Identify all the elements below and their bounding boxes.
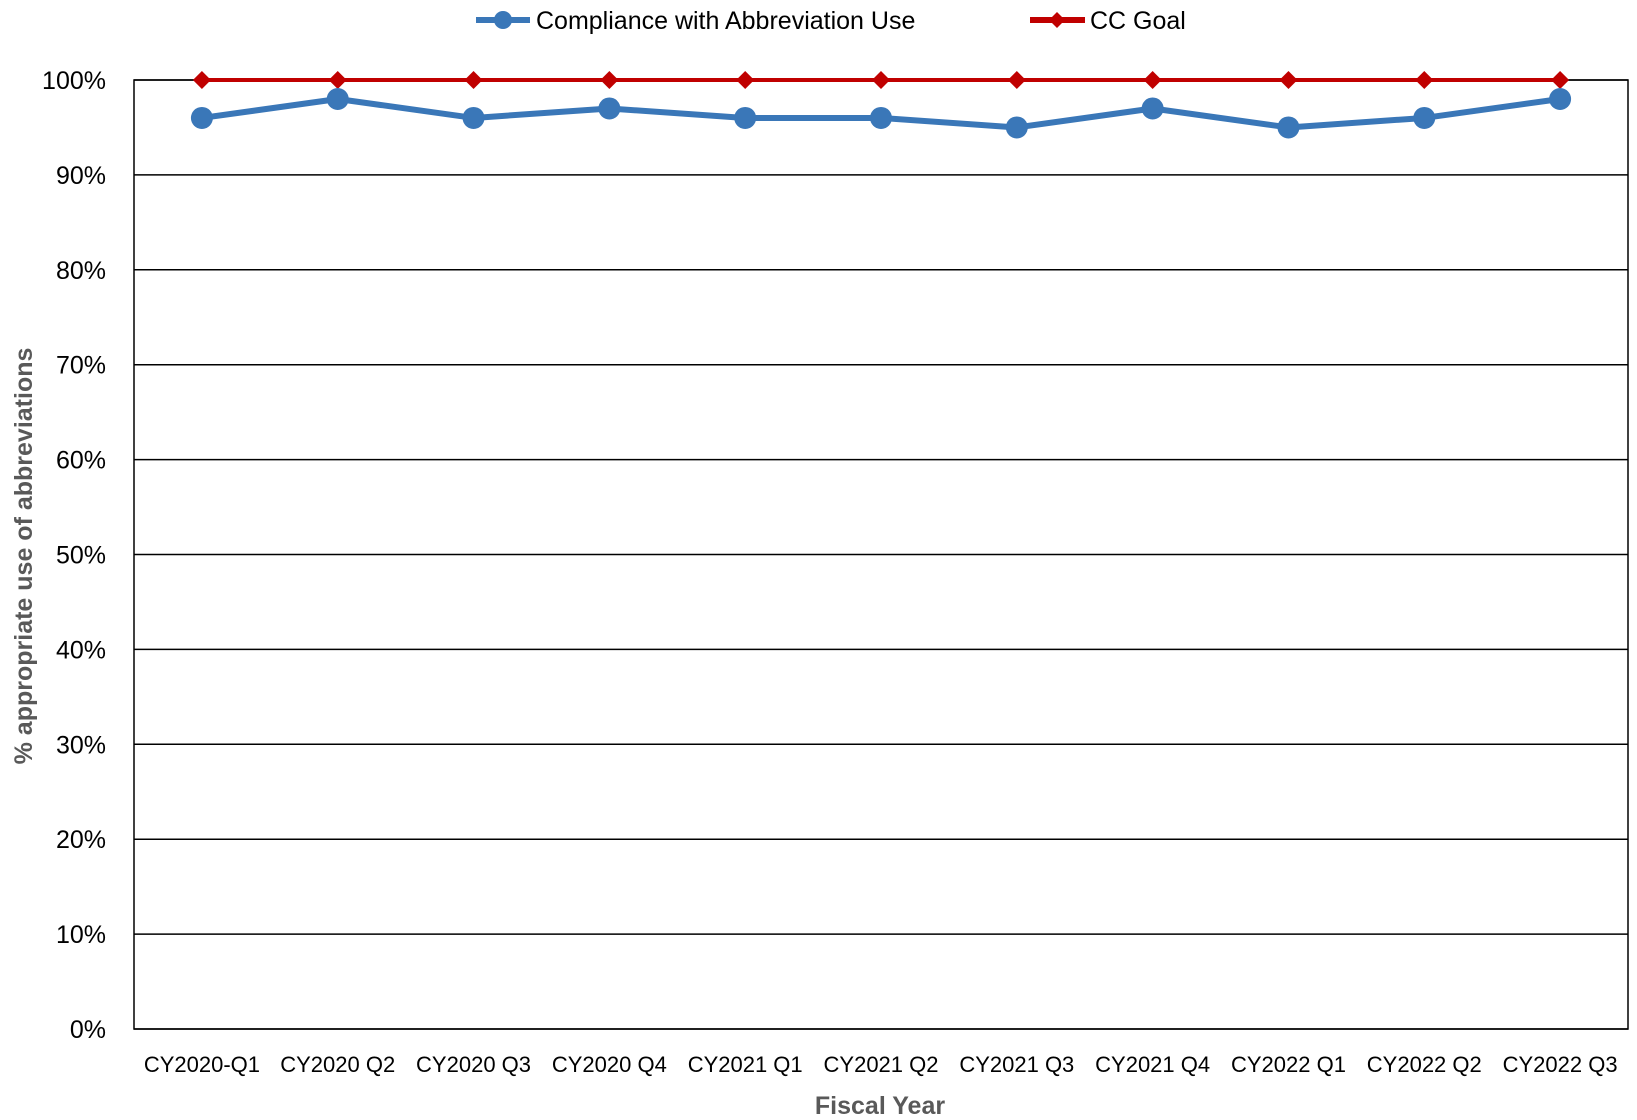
data-point	[1415, 71, 1434, 89]
data-point	[1277, 116, 1300, 139]
data-point	[1143, 71, 1162, 89]
y-tick-label: 30%	[56, 731, 106, 759]
y-tick-label: 10%	[56, 921, 106, 949]
legend-item-compliance: Compliance with Abbreviation Use	[476, 7, 915, 35]
x-tick-label: CY2020 Q3	[416, 1052, 531, 1077]
data-point	[736, 71, 755, 89]
x-axis-title: Fiscal Year	[815, 1092, 945, 1120]
data-point	[464, 71, 483, 89]
data-point	[328, 71, 347, 89]
legend-marker-compliance	[494, 11, 512, 29]
y-tick-label: 100%	[42, 67, 106, 95]
x-tick-label: CY2021 Q1	[688, 1052, 803, 1077]
data-point	[872, 71, 890, 89]
gridlines	[134, 79, 1628, 1030]
y-axis-title: % appropriate use of abbreviations	[10, 348, 38, 765]
y-tick-label: 20%	[56, 826, 106, 854]
legend-label-compliance: Compliance with Abbreviation Use	[536, 7, 915, 35]
data-point	[190, 106, 213, 129]
x-tick-label: CY2020 Q4	[552, 1052, 667, 1077]
y-tick-label: 40%	[56, 636, 106, 664]
y-tick-label: 80%	[56, 257, 106, 285]
x-tick-label: CY2020 Q2	[280, 1052, 395, 1077]
legend-marker-goal	[1049, 12, 1065, 28]
legend-item-goal: CC Goal	[1030, 7, 1186, 35]
data-point	[600, 71, 619, 89]
data-point	[1551, 71, 1570, 89]
y-tick-label: 0%	[70, 1016, 106, 1044]
data-point	[1007, 71, 1026, 89]
data-point	[1549, 87, 1572, 110]
x-tick-label: CY2022 Q3	[1503, 1052, 1618, 1077]
y-tick-label: 50%	[56, 542, 106, 570]
series-goal	[192, 71, 1570, 89]
data-point	[1005, 116, 1028, 139]
data-point	[1279, 71, 1298, 89]
legend: Compliance with Abbreviation Use CC Goal	[476, 7, 1186, 35]
x-tick-label: CY2021 Q3	[959, 1052, 1074, 1077]
x-tick-label: CY2021 Q2	[824, 1052, 939, 1077]
data-point	[1413, 106, 1436, 129]
data-point	[598, 97, 621, 120]
data-point	[734, 106, 757, 129]
legend-label-goal: CC Goal	[1090, 7, 1186, 35]
data-point	[870, 106, 892, 129]
y-tick-label: 70%	[56, 352, 106, 380]
x-tick-label: CY2022 Q2	[1367, 1052, 1482, 1077]
y-tick-label: 90%	[56, 162, 106, 190]
series-group	[190, 71, 1572, 139]
data-point	[462, 106, 485, 129]
x-tick-label: CY2021 Q4	[1095, 1052, 1210, 1077]
data-point	[1141, 97, 1164, 120]
series-compliance	[190, 87, 1572, 139]
data-point	[192, 71, 211, 89]
y-tick-label: 60%	[56, 447, 106, 475]
x-axis-ticks: CY2020-Q1 CY2020 Q2 CY2020 Q3 CY2020 Q4 CY20…	[144, 1052, 1618, 1077]
x-tick-label: CY2022 Q1	[1231, 1052, 1346, 1077]
y-axis-ticks: 0% 10% 20% 30% 40% 50% 60% 70% 80% 90% 100%	[42, 67, 106, 1044]
x-tick-label: CY2020-Q1	[144, 1052, 260, 1077]
data-point	[326, 87, 349, 110]
